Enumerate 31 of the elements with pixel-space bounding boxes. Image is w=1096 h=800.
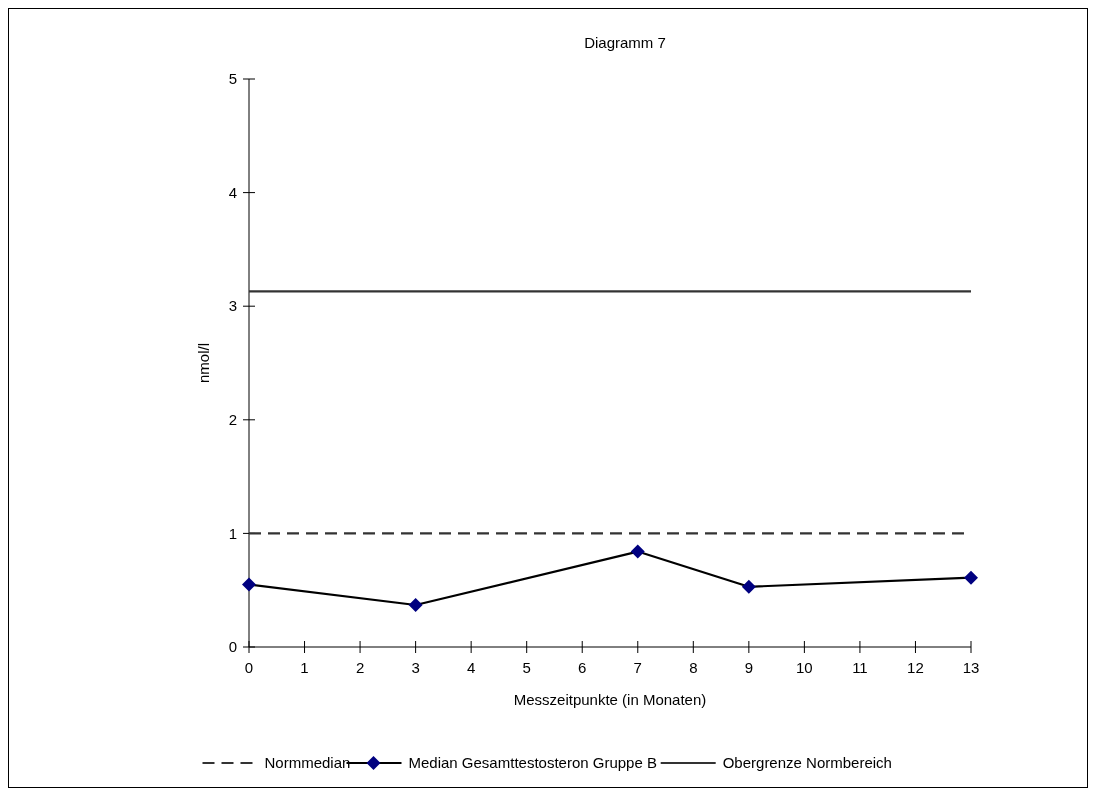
x-tick-label: 0	[244, 659, 254, 676]
point	[630, 544, 645, 559]
y-tick-label: 3	[228, 297, 237, 315]
x-tick-label: 9	[744, 659, 754, 676]
x-tick-label: 13	[962, 659, 980, 676]
y-tick-label: 5	[228, 70, 237, 88]
point	[408, 597, 423, 612]
y-axis-title: nmol/l	[195, 342, 212, 384]
x-tick-label: 1	[300, 659, 309, 676]
x-tick-label: 11	[852, 659, 868, 676]
point	[741, 579, 756, 594]
x-tick-label: 5	[522, 659, 531, 676]
point	[242, 577, 256, 592]
x-tick-label: 10	[796, 659, 813, 676]
x-tick-label: 7	[633, 659, 642, 676]
x-tick-label: 4	[466, 659, 476, 676]
legend-label: Obergrenze Normbereich	[722, 754, 892, 772]
x-tick-label: 3	[411, 659, 420, 676]
point	[964, 570, 978, 585]
y-tick-label: 1	[228, 524, 237, 542]
x-tick-label: 12	[907, 659, 924, 676]
legend-label: Median Gesamttestosteron Gruppe B	[408, 754, 657, 772]
y-tick-label: 4	[228, 183, 237, 201]
y-tick-label: 0	[228, 638, 237, 656]
chart-title: Diagramm 7	[584, 34, 666, 51]
legend-label: Normmedian	[264, 754, 351, 772]
y-tick-label: 2	[228, 411, 237, 429]
x-tick-label: 6	[578, 659, 587, 676]
x-axis-title: Messzeitpunkte (in Monaten)	[513, 691, 707, 708]
x-tick-label: 2	[355, 659, 365, 676]
x-tick-label: 8	[689, 659, 698, 676]
